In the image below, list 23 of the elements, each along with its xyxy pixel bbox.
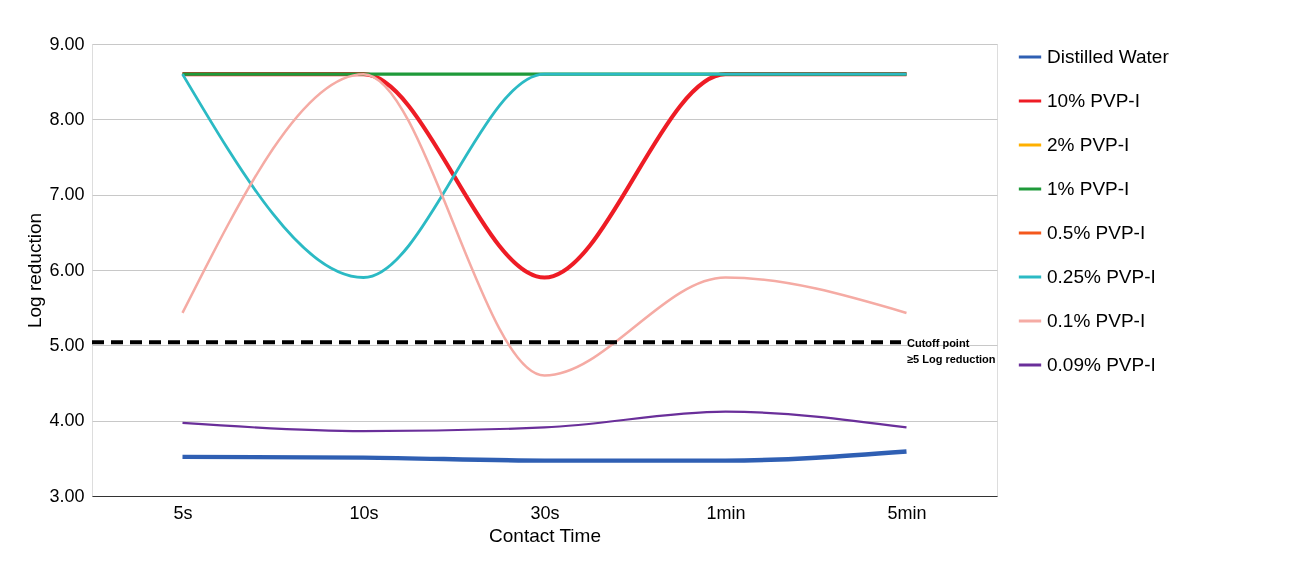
x-tick-label: 5min [887,502,927,523]
x-tick-label: 10s [349,502,379,523]
y-tick-label: 6.00 [49,259,85,280]
y-tick-label: 8.00 [49,108,85,129]
legend-label: 0.1% PVP-I [1047,310,1146,331]
legend-label: 1% PVP-I [1047,178,1130,199]
legend-label: 0.09% PVP-I [1047,354,1156,375]
y-tick-label: 5.00 [49,334,85,355]
y-tick-label: 4.00 [49,410,85,431]
legend-label: 10% PVP-I [1047,90,1140,111]
y-axis-title: Log reduction [24,212,46,329]
y-tick-label: 3.00 [49,485,85,506]
legend-label: 0.25% PVP-I [1047,266,1156,287]
x-tick-label: 30s [530,502,560,523]
x-tick-label: 1min [706,502,746,523]
ref-line-label: Cutoff point ≥5 Log reduction [907,337,996,366]
legend-label: Distilled Water [1047,46,1170,67]
y-tick-label: 9.00 [49,33,85,54]
x-axis-title: Contact Time [489,524,601,546]
x-tick-label: 5s [173,502,193,523]
legend-label: 2% PVP-I [1047,134,1130,155]
legend-label: 0.5% PVP-I [1047,222,1146,243]
y-tick-label: 7.00 [49,184,85,205]
